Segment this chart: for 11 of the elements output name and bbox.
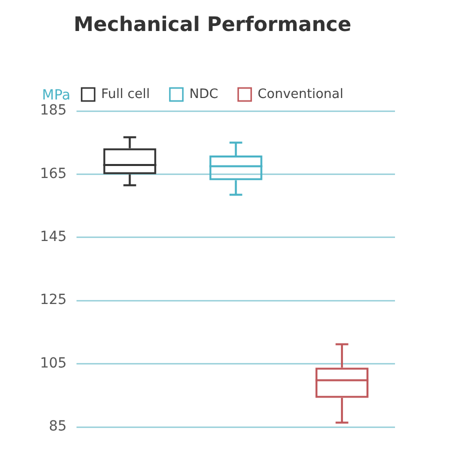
y-tick-label: 145 [40,229,67,246]
legend-label: NDC [189,86,218,102]
y-tick-label: 85 [48,418,67,435]
y-tick-label: 165 [40,166,67,182]
legend-label: Full cell [101,86,150,102]
y-tick-label: 105 [40,355,67,372]
y-tick-label: 185 [40,102,67,119]
legend-label: Conventional [258,86,344,102]
chart-title: Mechanical Performance [74,12,352,36]
y-tick-label: 125 [40,292,67,308]
y-axis-title: MPa [42,88,70,104]
